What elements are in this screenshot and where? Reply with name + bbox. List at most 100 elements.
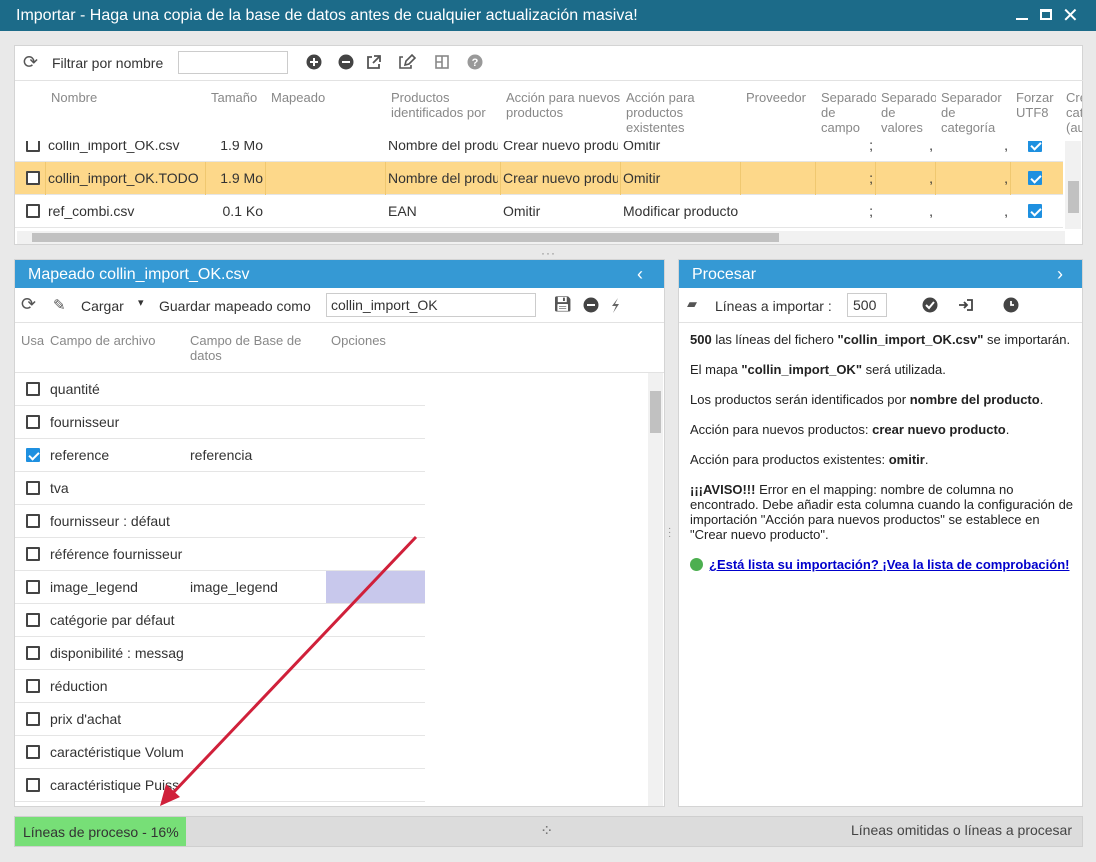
load-button[interactable]: Cargar	[81, 298, 124, 314]
message-text: .	[924, 452, 929, 467]
splitter[interactable]: ···	[541, 246, 556, 260]
mapping-row[interactable]: tva	[15, 472, 425, 505]
message-text: ¡¡¡AVISO!!!	[690, 482, 756, 497]
message-text: Los productos serán identificados por	[690, 392, 910, 407]
save-icon[interactable]: 💾︎	[553, 296, 573, 313]
import-icon[interactable]	[959, 299, 973, 311]
mapping-row[interactable]: caractéristique Volum	[15, 736, 425, 769]
folder-icon[interactable]: ▰	[687, 296, 697, 311]
options-cell[interactable]	[326, 571, 425, 603]
column-header: Proveedor	[746, 90, 806, 105]
ok-icon	[690, 558, 703, 571]
cell: ;	[869, 203, 873, 219]
use-checkbox[interactable]	[26, 646, 40, 660]
mapping-row[interactable]: réduction	[15, 670, 425, 703]
cell: 1.9 Mo	[220, 141, 263, 153]
cell: collin_import_OK.TODO.	[48, 170, 198, 186]
mapping-row[interactable]: prix d'achat	[15, 703, 425, 736]
process-message: 500 las líneas del fichero "collin_impor…	[690, 332, 1075, 347]
load-icon[interactable]: ✎	[53, 297, 66, 314]
use-checkbox[interactable]	[26, 580, 40, 594]
filter-input[interactable]	[178, 51, 288, 74]
splitter[interactable]: ···	[668, 523, 672, 542]
cell-border	[740, 162, 741, 195]
utf8-checkbox[interactable]	[1028, 204, 1042, 218]
scroll-thumb[interactable]	[32, 233, 779, 242]
file-row[interactable]: ref_combi.csv 0.1 Ko EAN Omitir Modificar pr…	[15, 195, 1063, 228]
use-checkbox[interactable]	[26, 514, 40, 528]
status-bar: Líneas de proceso - 16% ⁘ Líneas omitida…	[14, 816, 1083, 847]
use-checkbox[interactable]	[26, 415, 40, 429]
scroll-thumb[interactable]	[650, 391, 661, 433]
scroll-thumb[interactable]	[1068, 181, 1079, 213]
use-checkbox[interactable]	[26, 448, 40, 462]
use-checkbox[interactable]	[26, 745, 40, 759]
mapping-row[interactable]: fournisseur	[15, 406, 425, 439]
expand-button[interactable]: ›	[1057, 264, 1063, 284]
utf8-checkbox[interactable]	[1028, 171, 1042, 185]
vertical-scrollbar[interactable]	[1065, 141, 1081, 229]
file-row[interactable]: collin_import_OK.TODO. 1.9 Mo Nombre del p…	[15, 162, 1063, 195]
message-text: Acción para productos existentes:	[690, 452, 889, 467]
column-header: Tamaño	[211, 90, 258, 105]
use-checkbox[interactable]	[26, 778, 40, 792]
progress-label: Líneas de proceso - 16%	[23, 824, 179, 840]
process-message: El mapa "collin_import_OK" será utilizad…	[690, 362, 1075, 377]
message-text: será utilizada.	[862, 362, 946, 377]
mapping-row[interactable]: fournisseur : défaut	[15, 505, 425, 538]
mapping-row[interactable]: disponibilité : messag	[15, 637, 425, 670]
toolbar-icons: ?	[306, 53, 483, 70]
row-checkbox[interactable]	[26, 204, 40, 218]
mapping-row[interactable]: quantité	[15, 373, 425, 406]
row-checkbox[interactable]	[26, 171, 40, 185]
mapping-row[interactable]: référence fournisseur	[15, 538, 425, 571]
cell: EAN	[388, 203, 417, 219]
use-checkbox[interactable]	[26, 712, 40, 726]
refresh-icon[interactable]: ⟳	[21, 294, 37, 314]
validate-icon[interactable]	[922, 297, 938, 313]
file-field: fournisseur	[50, 414, 120, 430]
export-icon[interactable]	[367, 55, 381, 69]
mapping-icons	[583, 297, 619, 313]
collapse-button[interactable]: ‹	[637, 264, 643, 284]
refresh-icon[interactable]: ⟳	[23, 52, 39, 72]
cell-border	[385, 162, 386, 195]
close-button[interactable]: ✕	[1062, 5, 1079, 27]
message-text: crear nuevo producto	[872, 422, 1006, 437]
auto-icon[interactable]	[612, 298, 619, 313]
file-field: fournisseur : défaut	[50, 513, 170, 529]
utf8-checkbox[interactable]	[1028, 141, 1042, 152]
vertical-scrollbar[interactable]	[648, 373, 663, 806]
mapping-row[interactable]: catégorie par défaut	[15, 604, 425, 637]
use-checkbox[interactable]	[26, 613, 40, 627]
file-field: quantité	[50, 381, 100, 397]
maximize-button[interactable]	[1040, 9, 1052, 20]
message-text: se importarán.	[983, 332, 1071, 347]
use-checkbox[interactable]	[26, 547, 40, 561]
lines-input[interactable]: 500	[847, 293, 887, 317]
mapping-row[interactable]: image_legend image_legend	[15, 571, 425, 604]
mapping-name-input[interactable]: collin_import_OK	[326, 293, 536, 317]
help-icon[interactable]	[467, 54, 483, 70]
separator	[15, 80, 1083, 81]
cell: Nombre del producto	[388, 170, 498, 186]
use-checkbox[interactable]	[26, 481, 40, 495]
column-header: Acción para productos existentes	[626, 90, 695, 135]
mapping-row[interactable]: caractéristique Puiss	[15, 769, 425, 802]
edit-icon[interactable]	[399, 53, 417, 69]
cell: Omitir	[623, 141, 661, 153]
mapping-body: quantité fournisseur reference referencia tv…	[15, 373, 425, 805]
status-right-label: Líneas omitidas o líneas a procesar	[850, 822, 1072, 838]
minimize-button[interactable]	[1016, 6, 1028, 20]
checklist-link[interactable]: ¿Está lista su importación? ¡Vea la list…	[709, 557, 1070, 572]
mapping-row[interactable]: reference referencia	[15, 439, 425, 472]
message-text: .	[1039, 392, 1044, 407]
cell-border	[875, 162, 876, 195]
row-checkbox[interactable]	[26, 141, 40, 152]
use-checkbox[interactable]	[26, 382, 40, 396]
process-message: Acción para productos existentes: omitir…	[690, 452, 1075, 467]
use-checkbox[interactable]	[26, 679, 40, 693]
load-dropdown[interactable]: ▾	[138, 297, 144, 309]
horizontal-scrollbar[interactable]	[17, 231, 1065, 244]
file-row[interactable]: collin_import_OK.csv 1.9 Mo Nombre del pro…	[15, 141, 1063, 162]
